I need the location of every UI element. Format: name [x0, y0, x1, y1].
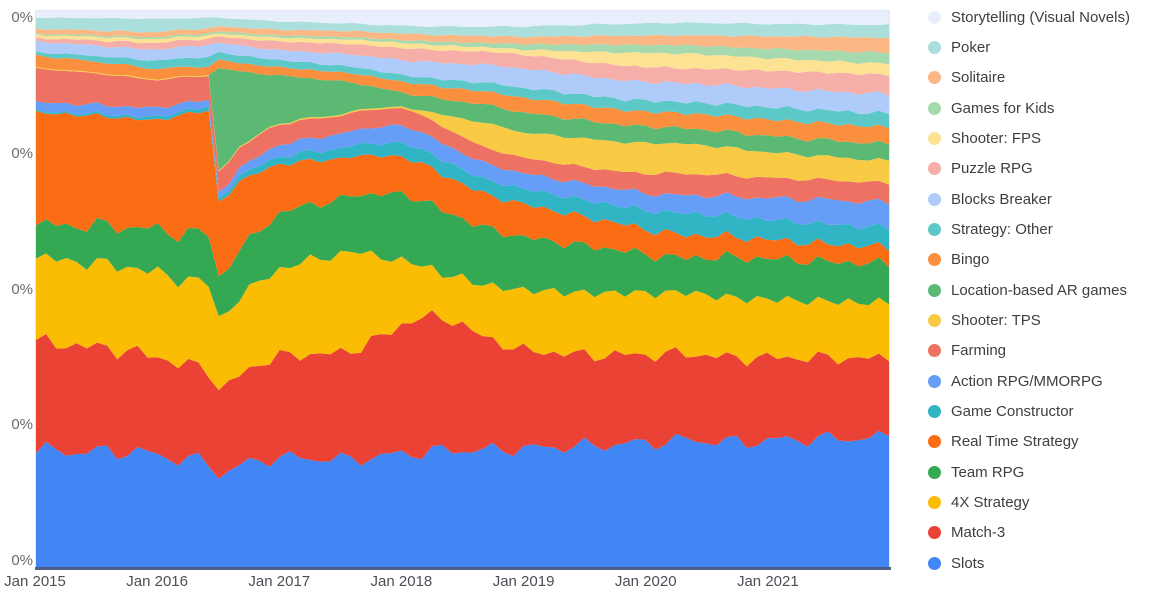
legend-item-blocks-breaker[interactable]: Blocks Breaker [928, 186, 1052, 212]
x-tick-label: Jan 2015 [4, 573, 66, 590]
legend-item-shooter-tps[interactable]: Shooter: TPS [928, 308, 1041, 334]
legend-color-dot [928, 253, 941, 267]
plot-area [35, 10, 890, 568]
legend-item-strategy-other[interactable]: Strategy: Other [928, 216, 1053, 242]
legend-item-farming[interactable]: Farming [928, 338, 1006, 364]
area-series-action-rpg-mmorpg[interactable] [36, 99, 889, 231]
legend-item-team-rpg[interactable]: Team RPG [928, 459, 1024, 485]
y-tick-label: 0% [11, 280, 33, 298]
legend-item-4x-strategy[interactable]: 4X Strategy [928, 490, 1029, 516]
y-tick-label: 0% [11, 552, 33, 569]
area-series-storytelling-visual-novels-[interactable] [36, 11, 889, 28]
legend-color-dot [928, 374, 941, 388]
legend-color-dot [928, 40, 941, 54]
legend-label: Poker [951, 38, 991, 56]
legend-color-dot [928, 71, 941, 85]
legend-item-storytelling-visual-novels-[interactable]: Storytelling (Visual Novels) [928, 4, 1130, 30]
legend-label: Blocks Breaker [951, 190, 1052, 208]
legend-color-dot [928, 526, 941, 540]
legend-label: Slots [951, 554, 985, 572]
legend-item-poker[interactable]: Poker [928, 34, 990, 60]
legend-item-solitaire[interactable]: Solitaire [928, 65, 1005, 91]
y-tick-label: 0% [11, 416, 33, 434]
legend-label: Team RPG [951, 463, 1025, 481]
legend-label: Farming [951, 342, 1007, 360]
legend-item-game-constructor[interactable]: Game Constructor [928, 399, 1074, 425]
legend-label: Action RPG/MMORPG [951, 372, 1103, 390]
legend-item-games-for-kids[interactable]: Games for Kids [928, 95, 1054, 121]
y-tick-label: 0% [11, 144, 33, 162]
legend-item-action-rpg-mmorpg[interactable]: Action RPG/MMORPG [928, 368, 1103, 394]
legend-color-dot [928, 283, 941, 297]
legend-color-dot [928, 192, 941, 206]
area-series-poker[interactable] [36, 17, 889, 39]
legend-label: Match-3 [951, 524, 1006, 542]
x-tick-label: Jan 2019 [492, 573, 555, 590]
legend-item-slots[interactable]: Slots [928, 550, 984, 576]
legend-color-dot [928, 344, 941, 358]
legend-item-real-time-strategy[interactable]: Real Time Strategy [928, 429, 1079, 455]
x-tick-label: Jan 2021 [736, 573, 799, 590]
area-series-bingo[interactable] [36, 54, 889, 145]
area-series-real-time-strategy[interactable] [36, 110, 889, 277]
legend-color-dot [928, 101, 941, 115]
legend-item-bingo[interactable]: Bingo [928, 247, 989, 273]
legend-item-match-3[interactable]: Match-3 [928, 520, 1005, 546]
area-series-shooter-tps[interactable] [36, 66, 889, 185]
legend-label: 4X Strategy [951, 494, 1030, 512]
legend-item-shooter-fps[interactable]: Shooter: FPS [928, 125, 1041, 151]
stacked-areas-svg [36, 11, 889, 567]
area-series-location-based-ar-games[interactable] [36, 66, 889, 171]
legend-item-puzzle-rpg[interactable]: Puzzle RPG [928, 156, 1033, 182]
legend-label: Strategy: Other [951, 220, 1053, 238]
x-tick-label: Jan 2017 [248, 573, 311, 590]
legend-color-dot [928, 435, 941, 449]
legend-label: Solitaire [951, 69, 1006, 87]
legend-color-dot [928, 10, 941, 24]
y-tick-label: 0% [11, 9, 33, 26]
area-series-farming[interactable] [36, 67, 889, 205]
legend-label: Storytelling (Visual Novels) [951, 8, 1130, 26]
legend-color-dot [928, 162, 941, 176]
legend-label: Real Time Strategy [951, 433, 1079, 451]
area-series-solitaire[interactable] [36, 26, 889, 54]
legend-label: Shooter: FPS [951, 129, 1042, 147]
x-tick-label: Jan 2018 [370, 573, 433, 590]
area-series-team-rpg[interactable] [36, 191, 889, 317]
legend-label: Location-based AR games [951, 281, 1127, 299]
area-series-strategy-other[interactable] [36, 51, 889, 129]
area-series-blocks-breaker[interactable] [36, 40, 889, 115]
legend-color-dot [928, 405, 941, 419]
area-series-games-for-kids[interactable] [36, 31, 889, 65]
x-tick-label: Jan 2016 [126, 573, 188, 590]
x-tick-label: Jan 2020 [614, 573, 677, 590]
legend-color-dot [928, 556, 941, 570]
legend-label: Games for Kids [951, 99, 1055, 117]
x-axis-line [35, 567, 891, 570]
area-series-puzzle-rpg[interactable] [36, 36, 889, 96]
area-series-shooter-fps[interactable] [36, 33, 889, 77]
stacked-area-chart: 0% 0% 0% 0% 0% Jan 2015 Jan 2016 Jan 2017 Jan 2… [4, 9, 891, 590]
legend-label: Bingo [951, 251, 990, 269]
legend-color-dot [928, 465, 941, 479]
legend-item-location-based-ar-games[interactable]: Location-based AR games [928, 277, 1127, 303]
legend-label: Game Constructor [951, 403, 1074, 421]
legend-color-dot [928, 131, 941, 145]
legend-color-dot [928, 496, 941, 510]
legend-label: Puzzle RPG [951, 160, 1033, 178]
legend-label: Shooter: TPS [951, 312, 1041, 329]
legend-color-dot [928, 222, 941, 236]
legend-color-dot [928, 314, 941, 327]
area-series-match-3[interactable] [36, 310, 889, 479]
area-series-4x-strategy[interactable] [36, 250, 889, 391]
area-series-slots[interactable] [36, 430, 889, 567]
area-series-game-constructor[interactable] [36, 106, 889, 251]
